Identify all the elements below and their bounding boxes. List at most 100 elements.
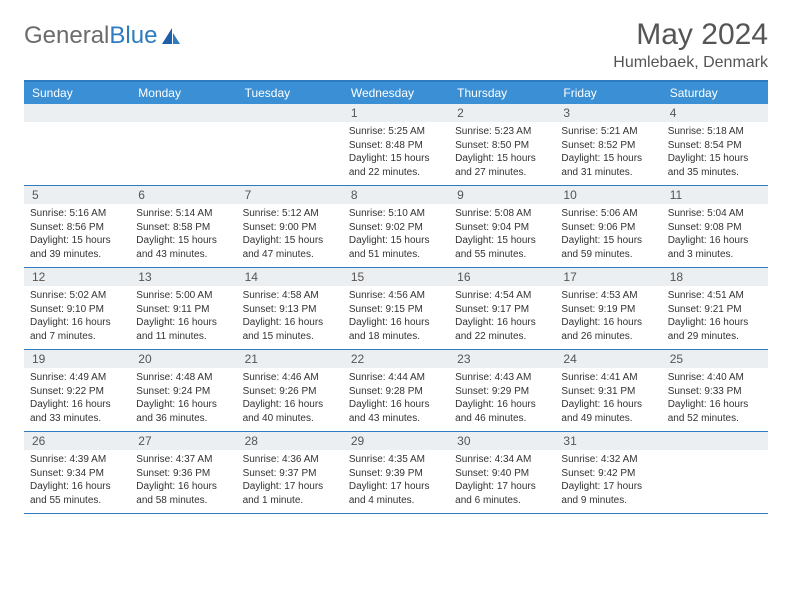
day-line: Sunset: 9:19 PM — [561, 303, 655, 317]
day-number: 20 — [130, 350, 236, 368]
day-line: Daylight: 15 hours — [30, 234, 124, 248]
day-line: Sunset: 9:36 PM — [136, 467, 230, 481]
day-number: 27 — [130, 432, 236, 450]
weekday-header: Sunday — [24, 82, 130, 104]
day-line: Sunset: 9:42 PM — [561, 467, 655, 481]
day-line: Sunset: 9:00 PM — [243, 221, 337, 235]
day-line: Daylight: 16 hours — [349, 316, 443, 330]
day-line: and 55 minutes. — [455, 248, 549, 262]
day-cell: Sunrise: 4:58 AMSunset: 9:13 PMDaylight:… — [237, 286, 343, 349]
day-cell: Sunrise: 5:06 AMSunset: 9:06 PMDaylight:… — [555, 204, 661, 267]
day-cell: Sunrise: 4:35 AMSunset: 9:39 PMDaylight:… — [343, 450, 449, 513]
day-line: Daylight: 15 hours — [349, 234, 443, 248]
day-line: Sunrise: 4:40 AM — [668, 371, 762, 385]
day-line: Sunrise: 4:36 AM — [243, 453, 337, 467]
day-line: Daylight: 15 hours — [668, 152, 762, 166]
day-line: Sunrise: 5:14 AM — [136, 207, 230, 221]
day-line: Sunrise: 5:04 AM — [668, 207, 762, 221]
day-line: Sunset: 9:28 PM — [349, 385, 443, 399]
day-line: Sunset: 9:34 PM — [30, 467, 124, 481]
day-cell: Sunrise: 5:23 AMSunset: 8:50 PMDaylight:… — [449, 122, 555, 185]
calendar: SundayMondayTuesdayWednesdayThursdayFrid… — [24, 80, 768, 514]
day-line: Sunrise: 5:23 AM — [455, 125, 549, 139]
day-line: Daylight: 15 hours — [455, 152, 549, 166]
day-number: 25 — [662, 350, 768, 368]
day-line: and 31 minutes. — [561, 166, 655, 180]
day-line: Sunrise: 4:39 AM — [30, 453, 124, 467]
weekday-header: Saturday — [662, 82, 768, 104]
day-number: 19 — [24, 350, 130, 368]
day-number — [24, 104, 130, 122]
day-number: 18 — [662, 268, 768, 286]
day-line: Sunset: 8:48 PM — [349, 139, 443, 153]
day-number: 10 — [555, 186, 661, 204]
day-line: Daylight: 15 hours — [561, 234, 655, 248]
day-line: Sunrise: 4:58 AM — [243, 289, 337, 303]
day-line: Sunrise: 5:16 AM — [30, 207, 124, 221]
day-line: Sunrise: 4:41 AM — [561, 371, 655, 385]
day-line: and 18 minutes. — [349, 330, 443, 344]
day-number: 26 — [24, 432, 130, 450]
day-line: Sunset: 9:17 PM — [455, 303, 549, 317]
day-number-row: 262728293031 — [24, 432, 768, 450]
day-number-row: 12131415161718 — [24, 268, 768, 286]
day-number: 16 — [449, 268, 555, 286]
day-cell: Sunrise: 4:49 AMSunset: 9:22 PMDaylight:… — [24, 368, 130, 431]
day-line: Sunrise: 5:21 AM — [561, 125, 655, 139]
week: 12131415161718Sunrise: 5:02 AMSunset: 9:… — [24, 268, 768, 350]
day-line: and 7 minutes. — [30, 330, 124, 344]
day-cell: Sunrise: 4:34 AMSunset: 9:40 PMDaylight:… — [449, 450, 555, 513]
day-number: 12 — [24, 268, 130, 286]
day-line: Sunset: 9:06 PM — [561, 221, 655, 235]
day-content-row: Sunrise: 5:25 AMSunset: 8:48 PMDaylight:… — [24, 122, 768, 185]
day-number: 31 — [555, 432, 661, 450]
title-block: May 2024 Humlebaek, Denmark — [613, 18, 768, 72]
day-line: Sunset: 9:04 PM — [455, 221, 549, 235]
day-line: and 47 minutes. — [243, 248, 337, 262]
day-cell: Sunrise: 4:56 AMSunset: 9:15 PMDaylight:… — [343, 286, 449, 349]
day-line: Sunset: 9:26 PM — [243, 385, 337, 399]
logo-text: GeneralBlue — [24, 22, 157, 50]
day-cell: Sunrise: 4:37 AMSunset: 9:36 PMDaylight:… — [130, 450, 236, 513]
day-cell — [237, 122, 343, 185]
day-line: and 51 minutes. — [349, 248, 443, 262]
day-line: and 26 minutes. — [561, 330, 655, 344]
day-line: Daylight: 15 hours — [243, 234, 337, 248]
day-line: Sunset: 9:02 PM — [349, 221, 443, 235]
weekday-header: Tuesday — [237, 82, 343, 104]
day-line: Sunrise: 4:51 AM — [668, 289, 762, 303]
day-cell: Sunrise: 5:00 AMSunset: 9:11 PMDaylight:… — [130, 286, 236, 349]
day-line: and 6 minutes. — [455, 494, 549, 508]
day-line: Sunrise: 4:37 AM — [136, 453, 230, 467]
day-line: Sunrise: 4:48 AM — [136, 371, 230, 385]
day-cell: Sunrise: 4:39 AMSunset: 9:34 PMDaylight:… — [24, 450, 130, 513]
day-line: and 29 minutes. — [668, 330, 762, 344]
day-line: Daylight: 16 hours — [561, 398, 655, 412]
day-line: Daylight: 17 hours — [561, 480, 655, 494]
day-number: 14 — [237, 268, 343, 286]
day-number: 9 — [449, 186, 555, 204]
day-line: Sunset: 9:29 PM — [455, 385, 549, 399]
day-line: and 3 minutes. — [668, 248, 762, 262]
day-line: and 58 minutes. — [136, 494, 230, 508]
day-number: 21 — [237, 350, 343, 368]
day-number: 30 — [449, 432, 555, 450]
day-line: Sunrise: 4:56 AM — [349, 289, 443, 303]
day-cell: Sunrise: 5:12 AMSunset: 9:00 PMDaylight:… — [237, 204, 343, 267]
logo: GeneralBlue — [24, 22, 181, 50]
day-line: and 22 minutes. — [455, 330, 549, 344]
day-line: Sunset: 9:21 PM — [668, 303, 762, 317]
day-line: and 27 minutes. — [455, 166, 549, 180]
day-line: Daylight: 17 hours — [349, 480, 443, 494]
day-line: Sunrise: 4:34 AM — [455, 453, 549, 467]
day-cell: Sunrise: 5:02 AMSunset: 9:10 PMDaylight:… — [24, 286, 130, 349]
day-number: 8 — [343, 186, 449, 204]
day-line: and 11 minutes. — [136, 330, 230, 344]
day-number: 6 — [130, 186, 236, 204]
day-line: Sunset: 9:11 PM — [136, 303, 230, 317]
day-cell: Sunrise: 5:08 AMSunset: 9:04 PMDaylight:… — [449, 204, 555, 267]
day-line: Daylight: 16 hours — [668, 316, 762, 330]
day-cell: Sunrise: 4:54 AMSunset: 9:17 PMDaylight:… — [449, 286, 555, 349]
day-line: Daylight: 16 hours — [136, 316, 230, 330]
day-cell: Sunrise: 5:10 AMSunset: 9:02 PMDaylight:… — [343, 204, 449, 267]
